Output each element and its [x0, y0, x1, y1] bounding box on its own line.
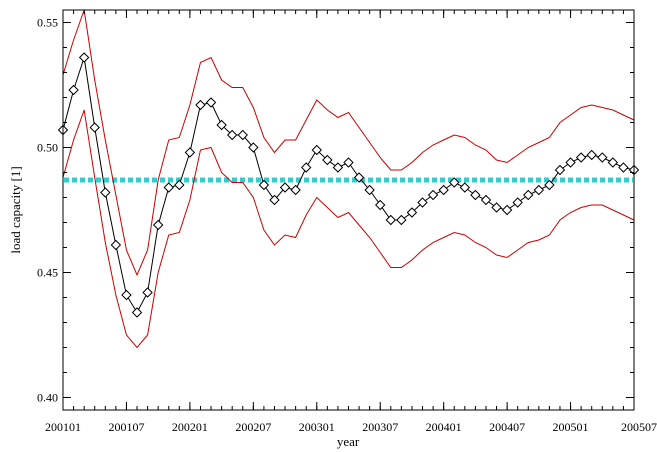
- data-point-marker: [152, 219, 164, 231]
- data-point-marker: [449, 177, 460, 188]
- data-point-marker: [343, 157, 354, 168]
- data-point-marker: [607, 157, 619, 168]
- data-point-marker: [89, 122, 100, 133]
- data-point-marker: [427, 189, 439, 201]
- data-point-marker: [554, 164, 566, 176]
- data-point-marker: [491, 202, 502, 213]
- data-point-marker: [300, 162, 312, 173]
- data-point-marker: [100, 187, 111, 198]
- data-point-marker: [406, 207, 418, 218]
- tick-layer: 200101 200107 200201 200207 200301 200307 2004…: [37, 10, 657, 434]
- data-point-marker: [438, 184, 449, 196]
- x-tick-label: 200307: [362, 420, 398, 434]
- data-point-marker: [269, 194, 280, 206]
- y-axis-title: load capacity [1]: [8, 166, 23, 253]
- data-point-marker: [385, 214, 397, 226]
- series-line-2: [62, 109, 635, 349]
- y-tick-label: 0.40: [37, 391, 58, 405]
- data-point-marker: [248, 142, 259, 153]
- data-point-marker: [459, 182, 471, 193]
- marker-layer: [57, 52, 640, 318]
- data-point-marker: [290, 184, 301, 196]
- data-point-marker: [131, 307, 143, 318]
- y-tick-label: 0.50: [37, 141, 58, 155]
- data-point-marker: [174, 179, 185, 191]
- data-point-marker: [142, 287, 153, 298]
- data-point-marker: [279, 182, 291, 193]
- x-axis-title: year: [337, 434, 360, 449]
- y-tick-label: 0.45: [37, 266, 58, 280]
- data-point-marker: [237, 129, 248, 141]
- y-tick-label: 0.55: [37, 16, 58, 30]
- data-point-marker: [501, 204, 513, 216]
- data-point-marker: [480, 194, 492, 206]
- data-point-marker: [78, 52, 90, 63]
- data-point-marker: [322, 154, 333, 166]
- plot-frame: [62, 9, 635, 411]
- x-tick-label: 200401: [426, 420, 462, 434]
- data-point-marker: [470, 189, 481, 201]
- x-tick-label: 200201: [172, 420, 208, 434]
- series-line-1: [62, 9, 635, 277]
- data-point-marker: [205, 97, 217, 108]
- data-point-marker: [68, 84, 79, 96]
- data-point-marker: [544, 179, 555, 191]
- data-point-marker: [575, 152, 587, 163]
- data-point-marker: [184, 147, 196, 158]
- x-tick-label: 200301: [299, 420, 335, 434]
- x-tick-label: 200501: [553, 420, 589, 434]
- data-point-marker: [258, 179, 270, 191]
- x-tick-label: 200507: [621, 420, 657, 434]
- data-point-marker: [163, 182, 174, 193]
- data-point-marker: [332, 162, 344, 173]
- data-point-marker: [216, 119, 227, 131]
- data-point-marker: [586, 149, 597, 161]
- data-point-marker: [533, 184, 545, 196]
- data-point-marker: [353, 172, 365, 183]
- data-point-marker: [512, 197, 523, 208]
- data-point-marker: [110, 239, 122, 251]
- data-point-marker: [226, 129, 238, 141]
- data-point-marker: [375, 199, 386, 211]
- x-tick-label: 200101: [45, 420, 81, 434]
- x-tick-label: 200207: [235, 420, 271, 434]
- data-point-marker: [396, 214, 407, 226]
- data-point-marker: [195, 99, 206, 111]
- data-point-marker: [618, 162, 629, 173]
- x-tick-label: 200407: [489, 420, 525, 434]
- data-point-marker: [364, 184, 375, 196]
- data-point-marker: [417, 197, 428, 208]
- data-point-marker: [311, 144, 322, 156]
- data-point-marker: [121, 289, 132, 301]
- data-point-marker: [565, 157, 576, 168]
- x-tick-label: 200107: [108, 420, 144, 434]
- data-point-marker: [597, 152, 608, 163]
- data-point-marker: [523, 189, 534, 201]
